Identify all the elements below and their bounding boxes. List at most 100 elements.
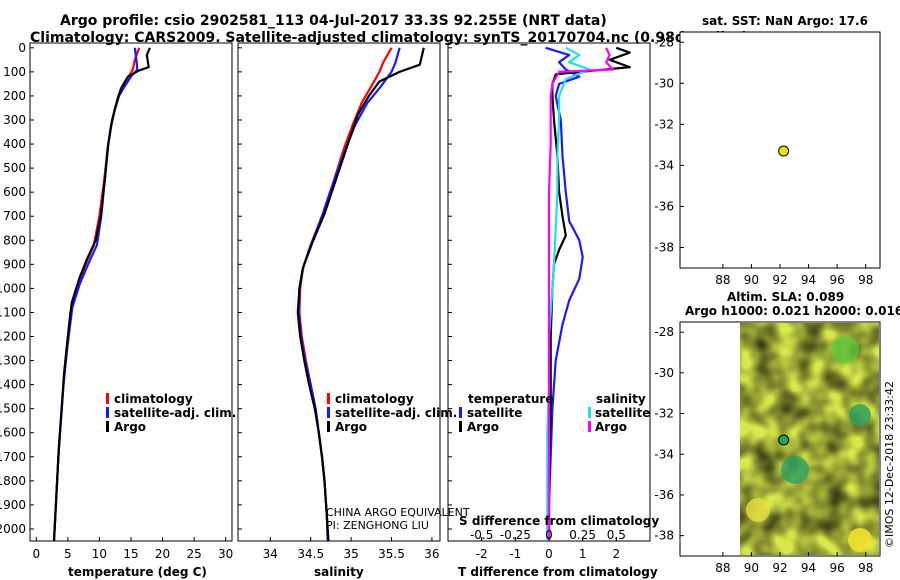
x-tick-label: 0 (32, 547, 40, 561)
legend-swatch-t-argo (459, 421, 462, 432)
figure-title-line2: Climatology: CARS2009. Satellite-adjuste… (30, 30, 748, 46)
x-tick-label: 0.25 (569, 528, 596, 542)
series-line-climatology (52, 47, 141, 541)
depth-tick-label: 1900 (0, 498, 26, 512)
legend-label-argo: Argo (335, 420, 367, 434)
legend-label-t-argo: Argo (467, 420, 499, 434)
depth-tick-label: 400 (3, 137, 26, 151)
map-y-tick-label: -38 (654, 240, 674, 254)
sla-map-title-line2: Argo h1000: 0.021 h2000: 0.016 (685, 304, 900, 318)
legend-swatch-s-argo (588, 421, 591, 432)
depth-tick-label: 1400 (0, 378, 26, 392)
legend-label-s-satellite: satellite (595, 406, 650, 420)
temperature-lines (52, 47, 151, 541)
depth-tick-label: 1100 (0, 305, 26, 319)
sst-map-axes: 88 90 92 94 96 98 -28 -30 -32 -34 -36 -38 (654, 35, 873, 287)
series-line-temperature-argo (547, 46, 631, 541)
depth-tick-label: 500 (3, 161, 26, 175)
map-y-tick-label: -30 (654, 76, 674, 90)
depth-axis: 0 100 200 300 400 500 600 700 800 900 1000 1100 1200… (0, 41, 26, 536)
difference-x-label-top: S difference from climatology (459, 514, 659, 528)
depth-tick-label: 0 (18, 41, 26, 55)
legend-label-satellite: satellite-adj. clim. (114, 406, 236, 420)
sla-field (740, 323, 879, 555)
x-tick-label: 1 (579, 547, 587, 561)
legend-title-temperature: temperature (468, 392, 553, 406)
difference-s-x-ticks: -0.5 -0.25 0 0.25 0.5 (470, 528, 626, 542)
sla-eddy (831, 336, 859, 364)
map-y-tick-label: -30 (654, 366, 674, 380)
salinity-legend: climatology satellite-adj. clim. Argo (327, 392, 457, 434)
legend-title-salinity: salinity (596, 392, 646, 406)
map-y-tick-label: -34 (654, 447, 674, 461)
argo-float-marker (778, 434, 790, 446)
x-tick-label: -0.5 (470, 528, 493, 542)
map-y-tick-label: -34 (654, 158, 674, 172)
legend-label-s-argo: Argo (595, 420, 627, 434)
difference-legend: temperature salinity satellite Argo sate… (459, 392, 650, 434)
x-tick-label: 36 (424, 547, 439, 561)
map-x-tick-label: 96 (830, 561, 845, 575)
sla-map-title-line1: Altim. SLA: 0.089 (727, 290, 844, 304)
salinity-x-ticks: 34 34.5 35 35.5 36 (263, 537, 440, 561)
x-tick-label: -2 (476, 547, 488, 561)
map-x-tick-label: 88 (715, 273, 730, 287)
map-y-tick-label: -36 (654, 199, 674, 213)
depth-tick-label: 1500 (0, 402, 26, 416)
x-tick-label: -0.25 (500, 528, 531, 542)
legend-swatch-climatology (327, 393, 330, 404)
legend-swatch-argo (327, 421, 330, 432)
map-x-tick-label: 92 (772, 561, 787, 575)
map-y-tick-label: -28 (654, 325, 674, 339)
x-tick-label: 25 (186, 547, 201, 561)
map-x-tick-label: 88 (715, 561, 730, 575)
series-line-salinity-argo (547, 47, 615, 541)
x-tick-label: 0 (545, 528, 553, 542)
x-tick-label: 35.5 (378, 547, 405, 561)
sla-eddy (849, 404, 871, 426)
x-tick-label: 15 (123, 547, 138, 561)
difference-x-label: T difference from climatology (458, 565, 658, 579)
salinity-panel-frame (237, 42, 441, 542)
series-line-argo (296, 47, 425, 541)
x-tick-label: 2 (613, 547, 621, 561)
series-line-satellite-adj-clim- (52, 47, 139, 541)
temperature-x-label: temperature (deg C) (68, 565, 207, 579)
sst-map-title: sat. SST: NaN Argo: 17.6 (702, 14, 868, 28)
depth-tick-label: 200 (3, 89, 26, 103)
depth-tick-label: 1300 (0, 354, 26, 368)
x-tick-label: 0 (545, 547, 553, 561)
sla-eddy (781, 456, 809, 484)
temperature-x-ticks: 0 5 10 15 20 25 30 (32, 537, 233, 561)
map-y-tick-label: -38 (654, 529, 674, 543)
annotation-pi: PI: ZENGHONG LIU (326, 519, 429, 532)
salinity-lines (296, 47, 425, 541)
x-tick-label: 0.5 (607, 528, 626, 542)
depth-tick-label: 300 (3, 113, 26, 127)
temperature-panel-frame (29, 42, 233, 542)
legend-swatch-s-satellite (588, 407, 591, 418)
tick-marks (30, 47, 452, 530)
map-y-tick-label: -32 (654, 407, 674, 421)
legend-swatch-argo (106, 421, 109, 432)
depth-tick-label: 1700 (0, 450, 26, 464)
legend-label-satellite: satellite-adj. clim. (335, 406, 457, 420)
legend-swatch-t-satellite (459, 407, 462, 418)
map-y-tick-label: -32 (654, 117, 674, 131)
legend-label-climatology: climatology (114, 392, 193, 406)
depth-tick-label: 700 (3, 209, 26, 223)
difference-lines (545, 46, 631, 541)
x-tick-label: 34.5 (297, 547, 324, 561)
depth-tick-label: 2000 (0, 522, 26, 536)
series-line-climatology (298, 47, 393, 541)
sla-eddy (746, 498, 770, 522)
map-x-tick-label: 92 (772, 273, 787, 287)
map-x-tick-label: 94 (801, 273, 816, 287)
series-line-argo (52, 47, 151, 541)
x-tick-label: 35 (343, 547, 358, 561)
x-tick-label: 10 (92, 547, 107, 561)
imos-watermark: ©IMOS 12-Dec-2018 23:33:42 (883, 381, 896, 548)
map-x-tick-label: 98 (858, 561, 873, 575)
map-x-tick-label: 90 (744, 273, 759, 287)
